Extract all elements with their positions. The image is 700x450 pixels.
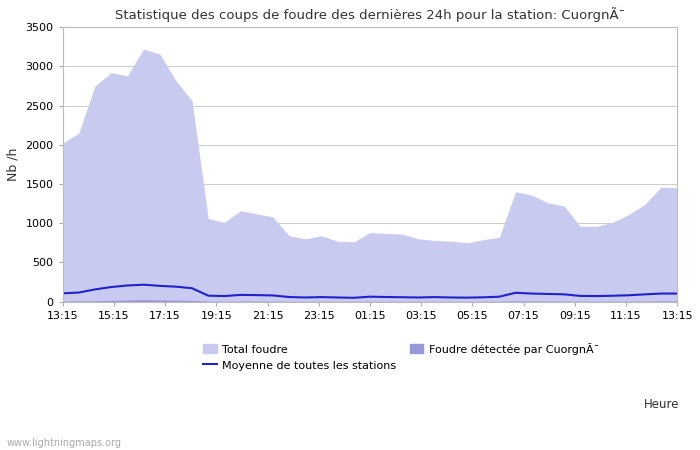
Text: Heure: Heure xyxy=(643,398,679,411)
Text: www.lightningmaps.org: www.lightningmaps.org xyxy=(7,438,122,448)
Title: Statistique des coups de foudre des dernières 24h pour la station: CuorgnÃ¯: Statistique des coups de foudre des dern… xyxy=(115,7,625,22)
Legend: Total foudre, Moyenne de toutes les stations, Foudre détectée par CuorgnÃ¯: Total foudre, Moyenne de toutes les stat… xyxy=(204,343,599,371)
Y-axis label: Nb /h: Nb /h xyxy=(7,148,20,181)
